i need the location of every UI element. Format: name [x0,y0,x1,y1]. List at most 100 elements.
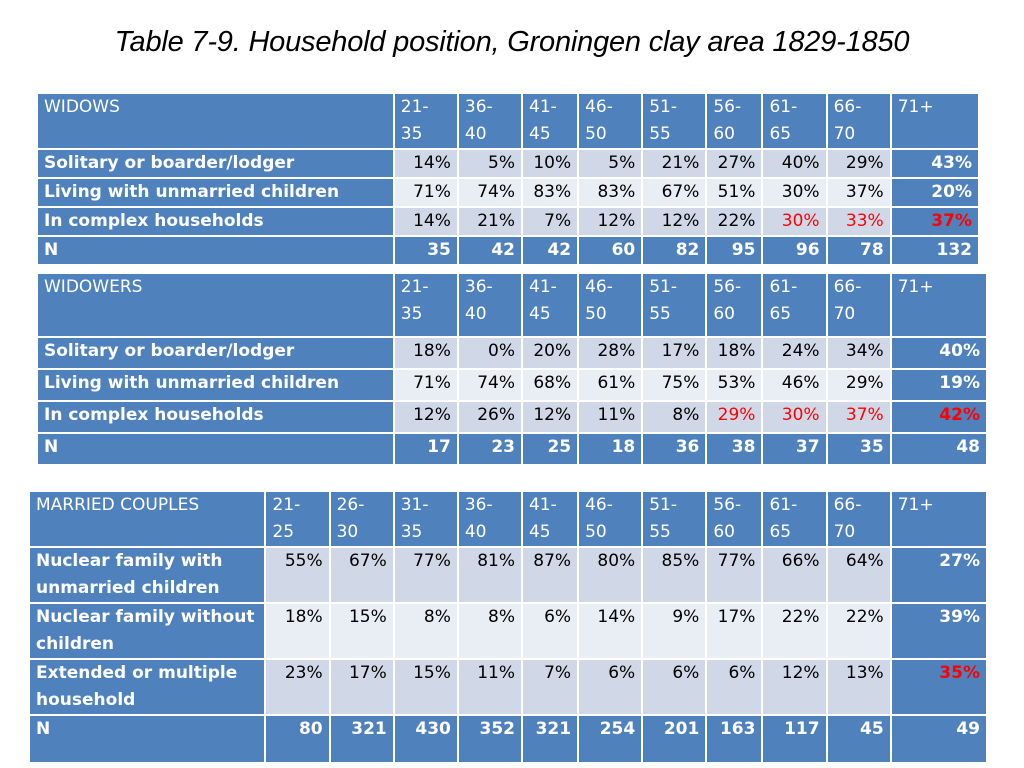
page-title: Table 7-9. Household position, Groningen… [114,26,910,58]
column-header: 66- 70 [825,490,892,548]
table-cell: 12% [392,400,459,434]
column-header: 21- 35 [392,272,459,338]
table-row: Nuclear family with unmarried children 55… [27,546,989,604]
column-header: 36- 40 [456,272,524,338]
table-row: Solitary or boarder/lodger 18% 0% 20% 28% 17%… [36,336,989,370]
table-cell: 24% [761,336,828,370]
table-cell: 26% [456,400,524,434]
widows-table-title: WIDOWS [36,92,395,150]
widows-n-row: N 35 42 42 60 82 95 96 78 132 [36,235,981,266]
table-cell: 81% [456,546,523,604]
row-label: Nuclear family without children [27,602,267,660]
column-header: 66- 70 [825,272,892,338]
row-label: In complex households [36,206,395,237]
n-cell: 35 [392,235,459,266]
widowers-n-row: N 17 23 25 18 36 38 37 35 48 [36,432,989,466]
n-cell: 60 [577,235,644,266]
table-cell: 5% [577,148,644,179]
table-cell: 39% [889,602,989,660]
row-label: Solitary or boarder/lodger [36,336,395,370]
table-cell: 40% [889,336,989,370]
column-header: 51- 55 [641,490,708,548]
table-cell: 33% [825,206,892,237]
n-cell: 36 [641,432,708,466]
table-row: Extended or multiple household 23% 17% 15% 1… [27,658,989,716]
row-label: N [36,432,395,466]
table-cell: 7% [520,206,580,237]
n-cell: 23 [456,432,524,466]
table-cell: 64% [825,546,892,604]
column-header: 56- 60 [705,92,764,150]
table-cell: 30% [761,177,828,208]
column-header: 31- 35 [392,490,459,548]
column-header: 61- 65 [761,272,828,338]
column-header: 56- 60 [705,272,764,338]
table-cell: 85% [641,546,708,604]
table-cell: 61% [577,368,644,402]
column-header: 51- 55 [641,272,708,338]
widowers-header-row: WIDOWERS 21- 35 36- 40 41- 45 46- 50 51- 55 56… [36,272,989,338]
table-cell: 17% [641,336,708,370]
table-cell: 74% [456,368,524,402]
table-cell: 17% [328,658,395,716]
table-cell: 8% [392,602,459,660]
n-cell: 37 [761,432,828,466]
n-cell: 95 [705,235,764,266]
column-header: 36- 40 [456,92,524,150]
table-cell: 74% [456,177,524,208]
table-cell: 18% [705,336,764,370]
table-cell: 0% [456,336,524,370]
n-cell: 163 [705,714,764,764]
table-cell: 27% [705,148,764,179]
table-cell: 68% [520,368,580,402]
row-label: Solitary or boarder/lodger [36,148,395,179]
n-cell: 45 [825,714,892,764]
table-cell: 22% [825,602,892,660]
n-cell: 430 [392,714,459,764]
table-cell: 29% [825,368,892,402]
table-cell: 15% [328,602,395,660]
n-cell: 321 [520,714,580,764]
n-cell: 42 [456,235,524,266]
table-cell: 67% [641,177,708,208]
table-row: Living with unmarried children 71% 74% 68% 6… [36,368,989,402]
row-label: N [27,714,267,764]
table-cell: 11% [577,400,644,434]
table-cell: 46% [761,368,828,402]
widowers-table: WIDOWERS 21- 35 36- 40 41- 45 46- 50 51- 55 56… [36,272,989,466]
table-cell: 30% [761,400,828,434]
column-header: 51- 55 [641,92,708,150]
n-cell: 25 [520,432,580,466]
table-cell: 20% [520,336,580,370]
column-header: 71+ [889,92,981,150]
table-cell: 15% [392,658,459,716]
married-n-row: N 80 321 430 352 321 254 201 163 117 45 49 [27,714,989,764]
table-cell: 22% [761,602,828,660]
column-header: 26- 30 [328,490,395,548]
column-header: 36- 40 [456,490,523,548]
column-header: 46- 50 [577,272,644,338]
table-cell: 19% [889,368,989,402]
table-cell: 6% [705,658,764,716]
table-cell: 66% [761,546,828,604]
table-cell: 75% [641,368,708,402]
table-cell: 27% [889,546,989,604]
table-cell: 12% [761,658,828,716]
n-cell: 38 [705,432,764,466]
column-header: 71+ [889,490,989,548]
n-cell: 132 [889,235,981,266]
column-header: 61- 65 [761,490,828,548]
table-cell: 40% [761,148,828,179]
column-header: 41- 45 [520,92,580,150]
table-cell: 37% [825,177,892,208]
row-label: N [36,235,395,266]
table-cell: 83% [577,177,644,208]
n-cell: 42 [520,235,580,266]
row-label: In complex households [36,400,395,434]
n-cell: 17 [392,432,459,466]
table-cell: 12% [520,400,580,434]
table-cell: 35% [889,658,989,716]
table-cell: 67% [328,546,395,604]
table-cell: 55% [264,546,331,604]
column-header: 56- 60 [705,490,764,548]
